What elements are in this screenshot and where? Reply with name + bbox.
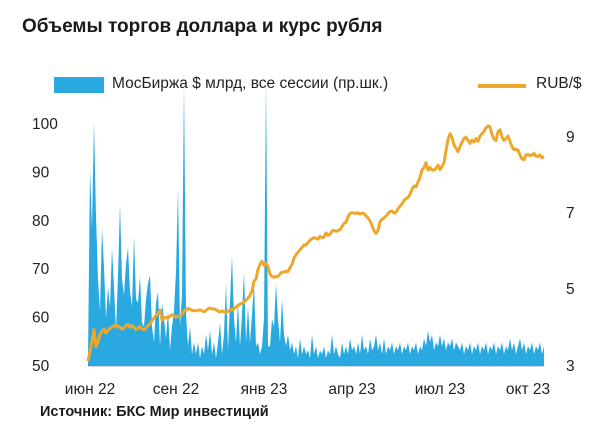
legend-label-rate: RUB/$	[536, 75, 582, 92]
y-left-tick-label: 90	[32, 164, 50, 181]
legend-label-volume: МосБиржа $ млрд, все сессии (пр.шк.)	[112, 75, 389, 92]
y-left-tick-label: 60	[32, 310, 50, 327]
chart-title: Объемы торгов доллара и курс рубля	[22, 16, 383, 37]
x-tick-label: июл 23	[415, 381, 466, 398]
y-right-tick-label: 9	[566, 129, 575, 146]
y-right-tick-label: 5	[566, 281, 575, 298]
y-axis-left: 50 60 70 80 90 100	[32, 116, 58, 375]
legend-swatch-volume	[54, 77, 104, 93]
x-tick-label: июн 22	[65, 381, 115, 398]
chart-legend: МосБиржа $ млрд, все сессии (пр.шк.) RUB…	[54, 74, 614, 96]
y-left-tick-label: 70	[32, 261, 50, 278]
y-right-tick-label: 3	[566, 358, 575, 375]
x-tick-label: апр 23	[328, 381, 375, 398]
y-right-tick-label: 7	[566, 205, 575, 222]
y-left-tick-label: 80	[32, 213, 50, 230]
x-tick-label: янв 23	[241, 381, 288, 398]
x-axis: июн 22 сен 22 янв 23 апр 23 июл 23 окт 23	[65, 381, 550, 398]
y-left-tick-label: 100	[32, 116, 58, 133]
x-tick-label: сен 22	[153, 381, 199, 398]
legend-swatch-rate	[478, 84, 526, 88]
x-tick-label: окт 23	[506, 381, 550, 398]
y-left-tick-label: 50	[32, 358, 50, 375]
source-note: Источник: БКС Мир инвестиций	[40, 404, 269, 420]
series-line-rate	[86, 124, 545, 362]
series-area-volume	[88, 82, 544, 367]
y-axis-right: 3 5 7 9	[566, 129, 575, 375]
